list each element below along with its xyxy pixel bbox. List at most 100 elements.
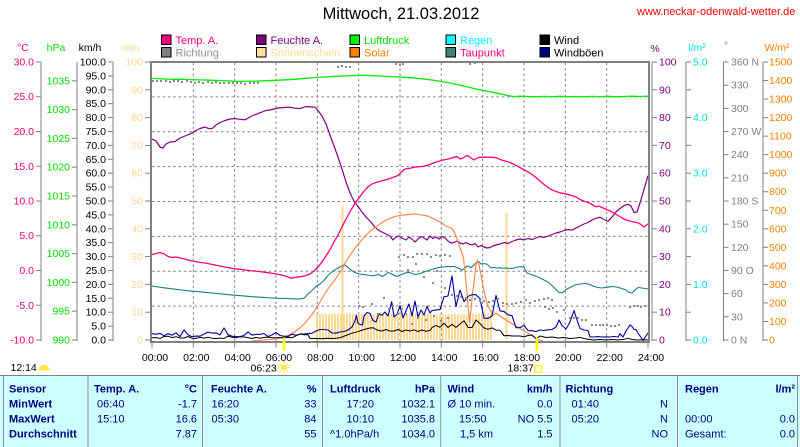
svg-text:18:37: 18:37 [508,363,534,375]
svg-text:%: % [307,384,317,396]
svg-text:15:50: 15:50 [459,414,487,426]
svg-text:Durchschnitt: Durchschnitt [9,429,77,441]
svg-text:12:14: 12:14 [11,362,37,374]
svg-text:60: 60 [131,168,143,180]
svg-text:min: min [123,42,140,54]
svg-text:05:20: 05:20 [572,414,600,426]
svg-text:100: 100 [125,57,143,69]
svg-text:0.0: 0.0 [91,335,106,347]
svg-text:W/m²: W/m² [764,42,790,54]
svg-text:5.0: 5.0 [91,321,106,333]
svg-text:Wind: Wind [554,35,579,47]
svg-text:NO 5.5: NO 5.5 [518,414,553,426]
svg-text:0: 0 [769,335,775,347]
svg-text:330: 330 [731,80,749,92]
svg-text:100: 100 [659,57,677,69]
svg-text:18:00: 18:00 [514,352,540,364]
svg-text:Temp. A.: Temp. A. [176,35,219,47]
svg-text:0.0: 0.0 [19,265,34,277]
svg-text:1,5 km: 1,5 km [460,429,493,441]
svg-text:990: 990 [52,335,70,347]
svg-text:7.87: 7.87 [176,429,197,441]
svg-text:1035: 1035 [47,75,71,87]
svg-text:700: 700 [769,205,787,217]
svg-text:30.0: 30.0 [86,251,107,263]
svg-text:Sensor: Sensor [9,384,47,396]
svg-text:-10.0: -10.0 [10,335,34,347]
svg-text:1010: 1010 [47,219,71,231]
svg-text:0: 0 [659,335,665,347]
svg-text:10:10: 10:10 [347,414,375,426]
svg-text:25.0: 25.0 [14,91,35,103]
svg-text:300: 300 [769,279,787,291]
svg-text:14:00: 14:00 [431,352,457,364]
svg-text:www.neckar-odenwald-wetter.de: www.neckar-odenwald-wetter.de [636,6,795,18]
svg-text:3.0: 3.0 [693,168,708,180]
svg-text:0 N: 0 N [731,335,747,347]
svg-text:05:30: 05:30 [212,414,240,426]
svg-text:10: 10 [131,307,143,319]
svg-text:25.0: 25.0 [86,265,107,277]
svg-text:Ø 10 min.: Ø 10 min. [448,399,496,411]
svg-text:5.0: 5.0 [19,230,34,242]
svg-text:Richtung: Richtung [176,48,219,60]
svg-text:24:00: 24:00 [638,352,664,364]
svg-text:l/m²: l/m² [688,42,706,54]
svg-text:Feuchte A.: Feuchte A. [271,35,324,47]
svg-text:1034.0: 1034.0 [401,429,435,441]
svg-text:N: N [660,399,668,411]
svg-text:90 O: 90 O [731,265,754,277]
svg-text:Wind: Wind [448,384,475,396]
svg-text:NO: NO [652,429,669,441]
svg-text:04:00: 04:00 [225,352,251,364]
svg-text:16.6: 16.6 [176,414,197,426]
svg-text:40: 40 [131,223,143,235]
svg-text:Solar: Solar [364,48,390,60]
svg-text:Sonnenschein: Sonnenschein [271,48,341,60]
svg-text:12:00: 12:00 [390,352,416,364]
svg-text:°C: °C [185,384,197,396]
svg-text:-5.0: -5.0 [16,300,34,312]
svg-text:600: 600 [769,223,787,235]
svg-text:0.0: 0.0 [780,429,795,441]
svg-text:90: 90 [659,84,671,96]
svg-text:95.0: 95.0 [86,70,107,82]
svg-text:00:00: 00:00 [685,414,713,426]
svg-text:20:00: 20:00 [555,352,581,364]
svg-text:0.0: 0.0 [780,414,795,426]
svg-text:Regen: Regen [460,35,492,47]
svg-text:270 W: 270 W [731,126,761,138]
svg-text:06:00: 06:00 [266,352,292,364]
svg-text:06:23: 06:23 [251,363,277,375]
svg-text:80: 80 [131,112,143,124]
svg-text:1020: 1020 [47,162,71,174]
svg-text:MinWert: MinWert [9,399,53,411]
svg-text:100.0: 100.0 [80,57,106,69]
svg-text:10.0: 10.0 [86,307,107,319]
svg-text:l/m²: l/m² [775,384,795,396]
svg-text:Richtung: Richtung [566,384,614,396]
svg-text:10: 10 [659,307,671,319]
svg-text:40.0: 40.0 [86,223,107,235]
svg-text:1000: 1000 [47,277,71,289]
svg-text:100: 100 [769,316,787,328]
svg-text:°C: °C [17,42,29,54]
svg-text:65.0: 65.0 [86,154,107,166]
svg-text:2.0: 2.0 [693,223,708,235]
svg-text:Feuchte A.: Feuchte A. [211,384,267,396]
svg-text:Luftdruck: Luftdruck [364,35,410,47]
svg-text:5.0: 5.0 [693,57,708,69]
svg-text:55.0: 55.0 [86,182,107,194]
svg-text:150: 150 [731,219,749,231]
svg-text:30: 30 [659,251,671,263]
svg-text:80: 80 [659,112,671,124]
svg-text:16:00: 16:00 [473,352,499,364]
svg-text:22:00: 22:00 [597,352,623,364]
svg-text:1015: 1015 [47,191,71,203]
svg-text:1300: 1300 [769,94,793,106]
svg-text:20.0: 20.0 [86,279,107,291]
svg-text:1400: 1400 [769,75,793,87]
svg-text:hPa: hPa [47,42,66,54]
svg-text:84: 84 [304,414,316,426]
svg-text:240: 240 [731,149,749,161]
